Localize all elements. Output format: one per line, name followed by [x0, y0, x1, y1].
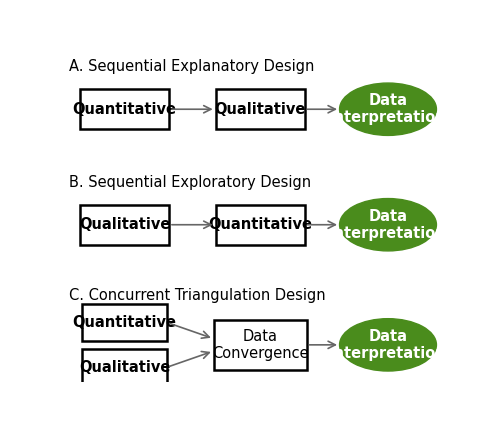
Text: Qualitative: Qualitative — [79, 217, 170, 232]
Text: Quantitative: Quantitative — [72, 315, 176, 330]
Text: Data
Interpretation: Data Interpretation — [329, 208, 447, 241]
Text: Qualitative: Qualitative — [79, 360, 170, 375]
Text: Data
Interpretation: Data Interpretation — [329, 329, 447, 361]
FancyBboxPatch shape — [216, 89, 304, 129]
FancyBboxPatch shape — [216, 205, 304, 245]
FancyBboxPatch shape — [82, 349, 167, 386]
Text: Data
Interpretation: Data Interpretation — [329, 93, 447, 125]
FancyBboxPatch shape — [214, 320, 306, 370]
FancyBboxPatch shape — [80, 205, 169, 245]
Ellipse shape — [340, 83, 436, 136]
FancyBboxPatch shape — [80, 89, 169, 129]
Text: Quantitative: Quantitative — [72, 102, 176, 117]
Text: B. Sequential Exploratory Design: B. Sequential Exploratory Design — [68, 175, 311, 190]
Ellipse shape — [340, 199, 436, 251]
Text: A. Sequential Explanatory Design: A. Sequential Explanatory Design — [68, 59, 314, 74]
Ellipse shape — [340, 319, 436, 371]
Text: Quantitative: Quantitative — [208, 217, 312, 232]
Text: C. Concurrent Triangulation Design: C. Concurrent Triangulation Design — [68, 288, 326, 303]
Text: Data
Convergence: Data Convergence — [212, 329, 308, 361]
FancyBboxPatch shape — [82, 304, 167, 341]
Text: Qualitative: Qualitative — [214, 102, 306, 117]
